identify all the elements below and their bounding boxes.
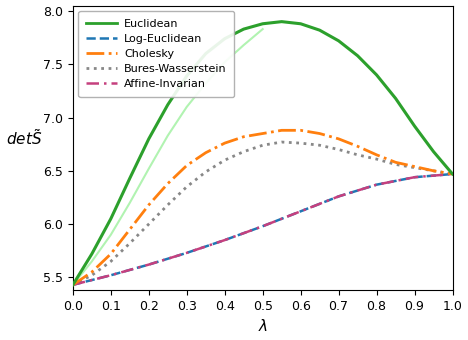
- X-axis label: $\lambda$: $\lambda$: [257, 319, 268, 335]
- Y-axis label: $det\tilde{S}$: $det\tilde{S}$: [6, 128, 42, 148]
- Legend: Euclidean, Log-Euclidean, Cholesky, Bures-Wasserstein, Affine-Invarian: Euclidean, Log-Euclidean, Cholesky, Bure…: [79, 11, 234, 97]
